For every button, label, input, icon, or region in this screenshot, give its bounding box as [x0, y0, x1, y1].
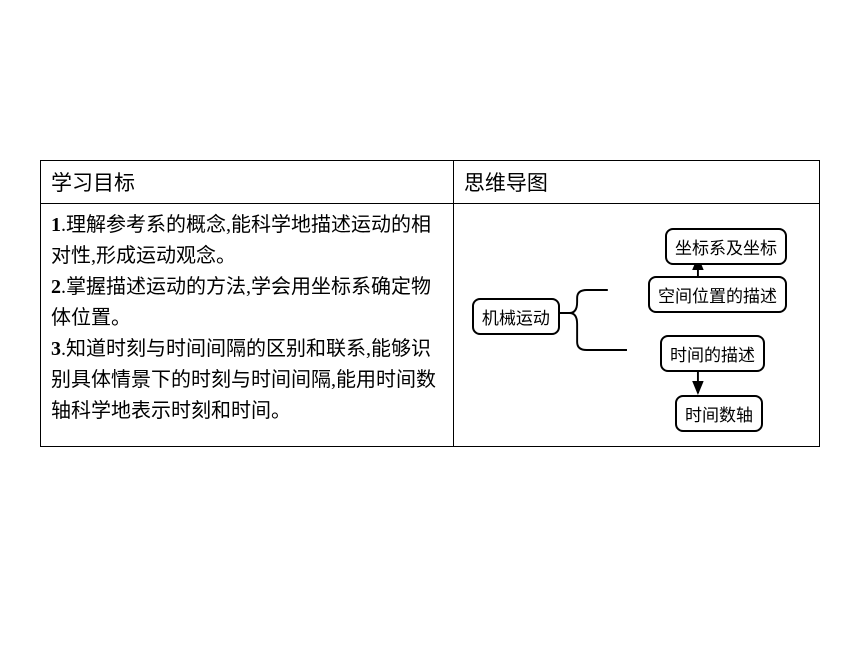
objective-text: .理解参考系的概念,能科学地描述运动的相对性,形成运动观念。 — [51, 214, 431, 267]
objective-item: 2.掌握描述运动的方法,学会用坐标系确定物体位置。 — [51, 272, 443, 334]
objective-text: .掌握描述运动的方法,学会用坐标系确定物体位置。 — [51, 276, 431, 329]
objectives-list: 1.理解参考系的概念,能科学地描述运动的相对性,形成运动观念。 2.掌握描述运动… — [51, 210, 443, 427]
node-root: 机械运动 — [472, 298, 560, 335]
objective-text: .知道时刻与时间间隔的区别和联系,能够识别具体情景下的时刻与时间间隔,能用时间数… — [51, 338, 436, 422]
header-mindmap: 思维导图 — [453, 161, 819, 204]
header-objectives: 学习目标 — [41, 161, 454, 204]
content-table: 学习目标 思维导图 1.理解参考系的概念,能科学地描述运动的相对性,形成运动观念… — [40, 160, 820, 447]
objective-num: 2 — [51, 276, 61, 298]
node-time: 时间的描述 — [660, 335, 765, 372]
node-coord: 坐标系及坐标 — [665, 228, 787, 265]
objective-num: 3 — [51, 338, 61, 360]
edge-root-space — [556, 290, 608, 313]
objective-item: 1.理解参考系的概念,能科学地描述运动的相对性,形成运动观念。 — [51, 210, 443, 272]
node-axis: 时间数轴 — [675, 395, 763, 432]
objective-num: 1 — [51, 214, 61, 236]
objectives-cell: 1.理解参考系的概念,能科学地描述运动的相对性,形成运动观念。 2.掌握描述运动… — [41, 204, 454, 447]
mindmap: 机械运动 坐标系及坐标 空间位置的描述 时间的描述 时间数轴 — [464, 210, 809, 440]
node-space: 空间位置的描述 — [648, 276, 787, 313]
objective-item: 3.知道时刻与时间间隔的区别和联系,能够识别具体情景下的时刻与时间间隔,能用时间… — [51, 334, 443, 427]
edge-root-time — [556, 313, 627, 350]
mindmap-cell: 机械运动 坐标系及坐标 空间位置的描述 时间的描述 时间数轴 — [453, 204, 819, 447]
